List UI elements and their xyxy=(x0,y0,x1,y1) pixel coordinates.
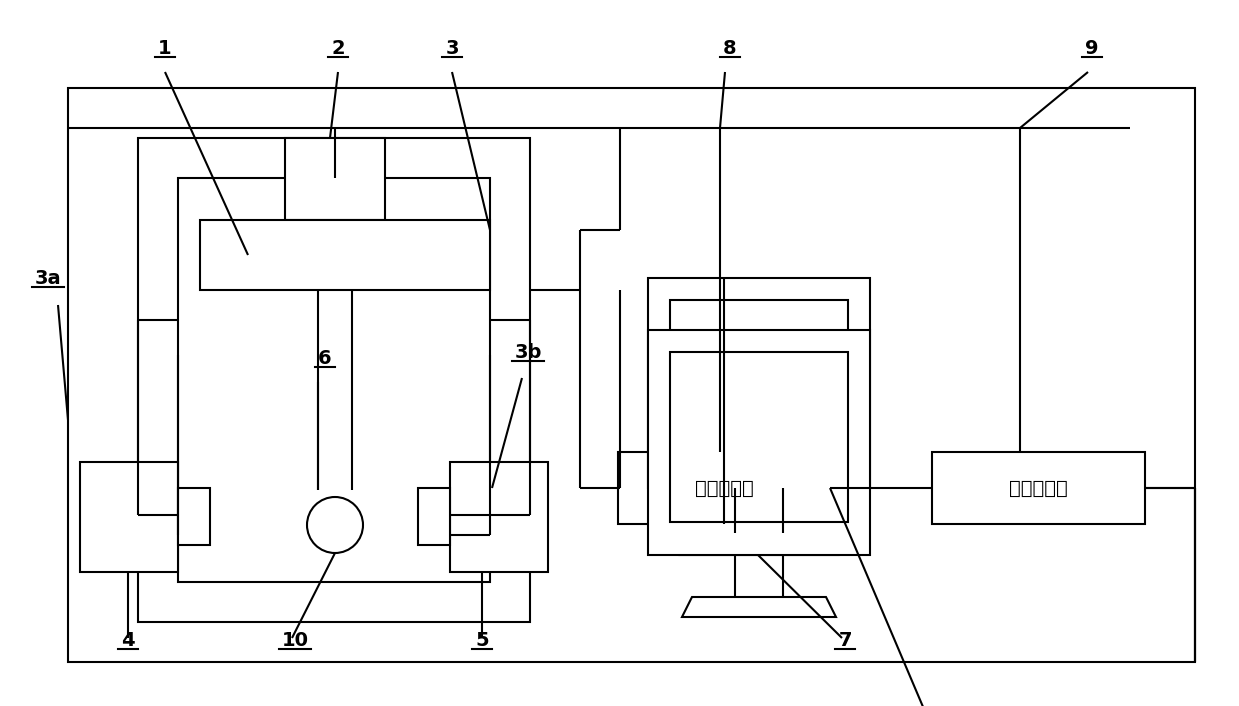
Bar xyxy=(199,220,489,290)
Bar xyxy=(418,488,450,545)
Circle shape xyxy=(307,497,363,553)
Bar xyxy=(68,88,1194,662)
Text: 9: 9 xyxy=(1085,39,1099,58)
Bar xyxy=(670,300,847,436)
Text: 6: 6 xyxy=(318,349,332,368)
Text: 运动控制器: 运动控制器 xyxy=(695,479,753,498)
Bar xyxy=(138,138,530,622)
Text: 2: 2 xyxy=(331,39,344,58)
Text: 图像处理器: 图像处理器 xyxy=(1009,479,1067,498)
Text: 3b: 3b xyxy=(514,343,541,362)
Text: 5: 5 xyxy=(476,631,489,650)
Text: 3: 3 xyxy=(445,39,458,58)
Bar xyxy=(618,452,830,524)
Bar xyxy=(648,278,870,488)
Polygon shape xyxy=(680,533,838,555)
Bar xyxy=(178,178,489,582)
Bar xyxy=(285,138,385,220)
Polygon shape xyxy=(681,597,836,617)
Bar xyxy=(81,462,178,572)
Bar xyxy=(648,330,870,555)
Text: 1: 1 xyxy=(159,39,172,58)
Text: 8: 8 xyxy=(724,39,737,58)
Text: 10: 10 xyxy=(281,631,309,650)
Text: 3a: 3a xyxy=(35,269,61,288)
Bar xyxy=(932,452,1145,524)
Text: 7: 7 xyxy=(839,631,851,650)
Bar xyxy=(670,352,847,522)
Bar xyxy=(178,488,209,545)
Text: 4: 4 xyxy=(121,631,135,650)
Bar xyxy=(450,462,548,572)
